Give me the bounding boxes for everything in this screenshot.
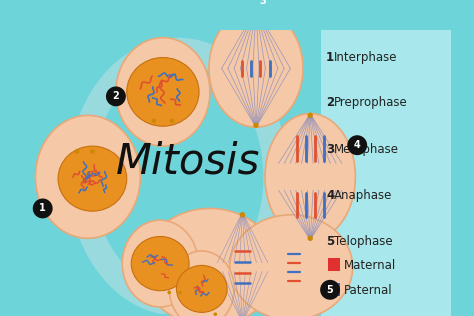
Bar (328, 258, 340, 271)
Text: Maternal: Maternal (344, 259, 396, 272)
Text: 4: 4 (354, 140, 361, 150)
Circle shape (308, 235, 313, 241)
Circle shape (75, 149, 79, 154)
Text: Anaphase: Anaphase (334, 189, 392, 202)
Ellipse shape (127, 58, 199, 126)
Bar (328, 283, 340, 296)
Circle shape (240, 212, 245, 217)
Ellipse shape (58, 146, 127, 211)
Circle shape (170, 118, 174, 123)
Circle shape (90, 149, 95, 154)
Circle shape (347, 135, 367, 155)
Ellipse shape (265, 113, 356, 240)
Text: 5: 5 (327, 285, 334, 295)
Circle shape (308, 112, 313, 118)
Circle shape (167, 291, 171, 294)
Ellipse shape (230, 215, 353, 316)
Circle shape (178, 291, 182, 294)
Circle shape (152, 118, 156, 123)
Bar (320, 30, 451, 316)
Text: Interphase: Interphase (334, 51, 398, 64)
Ellipse shape (116, 38, 210, 146)
Circle shape (33, 198, 53, 218)
Text: Mitosis: Mitosis (116, 141, 260, 183)
Ellipse shape (131, 236, 189, 291)
Ellipse shape (209, 9, 303, 127)
Text: Telophase: Telophase (334, 235, 393, 248)
Circle shape (253, 123, 259, 128)
Text: Metaphase: Metaphase (334, 143, 399, 156)
Text: 4: 4 (326, 189, 334, 202)
Circle shape (106, 87, 126, 106)
Ellipse shape (36, 115, 140, 238)
Text: Preprophase: Preprophase (334, 96, 408, 109)
Ellipse shape (142, 209, 278, 316)
Text: 5: 5 (326, 235, 334, 248)
Text: 2: 2 (326, 96, 334, 109)
Text: 3: 3 (326, 143, 334, 156)
Ellipse shape (176, 265, 227, 313)
Circle shape (253, 0, 273, 10)
Circle shape (213, 313, 217, 316)
Text: 2: 2 (112, 91, 119, 101)
Text: Paternal: Paternal (344, 284, 392, 297)
Circle shape (253, 9, 259, 14)
Circle shape (320, 280, 340, 300)
Ellipse shape (122, 220, 198, 307)
Text: 1: 1 (326, 51, 334, 64)
Text: 3: 3 (260, 0, 266, 6)
Text: 1: 1 (39, 204, 46, 213)
Ellipse shape (169, 251, 234, 316)
